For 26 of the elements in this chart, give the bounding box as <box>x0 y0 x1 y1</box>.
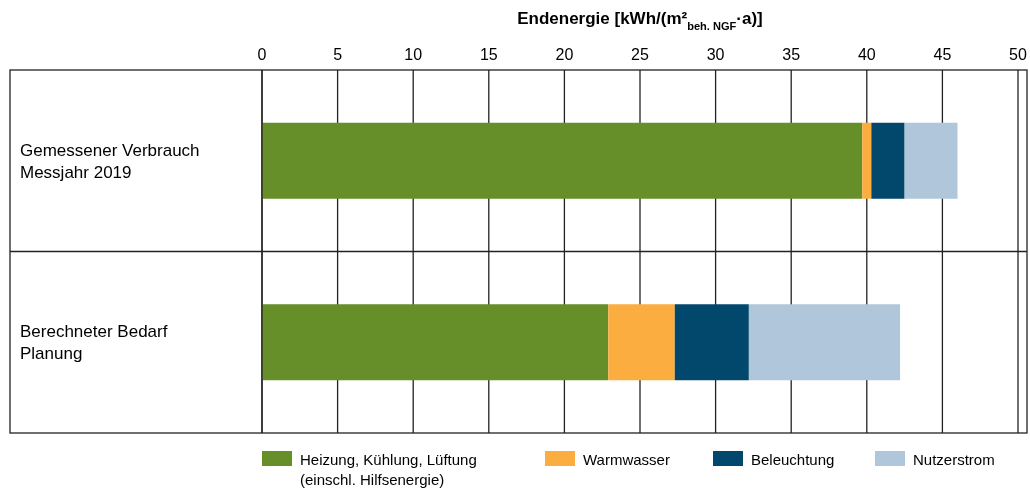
bar <box>904 122 958 199</box>
x-tick-label: 20 <box>555 46 574 63</box>
x-tick-label: 25 <box>631 46 649 63</box>
x-tick-label: 35 <box>782 46 801 63</box>
bar <box>262 122 863 199</box>
legend-label: Heizung, Kühlung, Lüftung (einschl. Hilfsenergie) <box>300 451 477 488</box>
legend-label: Warmwasser <box>583 451 670 468</box>
x-tick-label: 30 <box>706 46 725 63</box>
x-tick-label: 45 <box>933 46 952 63</box>
x-tick-label: 10 <box>404 46 423 63</box>
x-tick-label: 15 <box>479 46 498 63</box>
bar <box>674 304 749 381</box>
bar <box>862 122 872 199</box>
x-axis-title: Endenergie [kWh/(m²$_{beh. NGF}$·a)] <box>517 9 763 32</box>
y-tick-label: Berechneter Bedarf Planung <box>20 322 168 364</box>
x-tick-label: 5 <box>333 46 343 63</box>
y-tick-label: Gemessener Verbrauch Messjahr 2019 <box>20 140 200 182</box>
bar <box>748 304 901 381</box>
legend-label: Beleuchtung <box>751 451 835 468</box>
x-tick-label: 50 <box>1009 46 1027 63</box>
x-tick-label: 0 <box>257 46 267 63</box>
bar <box>262 304 609 381</box>
legend-label: Nutzerstrom <box>913 451 995 468</box>
x-tick-label: 40 <box>857 46 876 63</box>
bar <box>608 304 675 381</box>
bar <box>871 122 905 199</box>
